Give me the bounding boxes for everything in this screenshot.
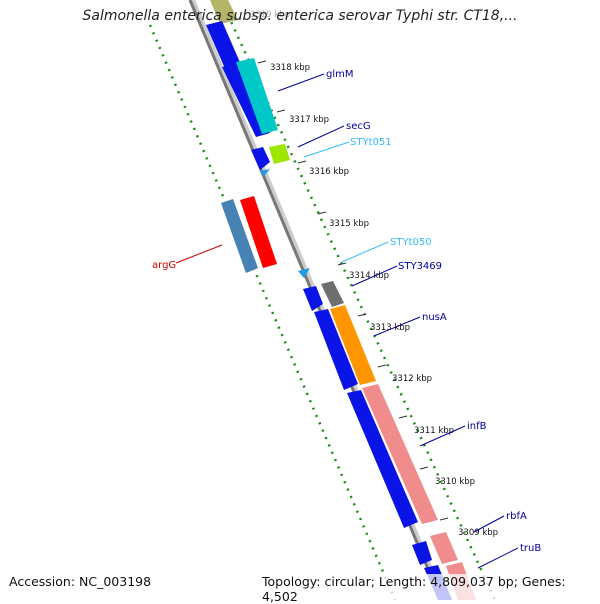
gene-feature-steel[interactable] <box>221 199 258 273</box>
gene-feature-infB[interactable] <box>362 384 438 524</box>
gene-label-nusA[interactable]: nusA <box>422 312 447 323</box>
leader-truB <box>477 547 519 569</box>
gene-label-infB[interactable]: infB <box>467 421 487 432</box>
gene-label-truB[interactable]: truB <box>520 543 541 554</box>
gene-feature-glmM[interactable] <box>236 58 278 134</box>
gene-label-STYt050[interactable]: STYt050 <box>390 237 432 248</box>
map-title: Salmonella enterica subsp. enterica sero… <box>82 8 518 24</box>
leader-argG <box>175 244 223 264</box>
gene-label-argG[interactable]: argG <box>152 260 176 271</box>
kbp-label-3309: 3309 kbp <box>458 528 498 538</box>
gene-feature-blue-1[interactable] <box>206 21 242 71</box>
gc-skew-track <box>148 24 397 600</box>
leader-infB <box>419 425 466 447</box>
gene-feature-top-olive[interactable] <box>210 0 238 24</box>
kbp-label-3318: 3318 kbp <box>270 63 310 73</box>
gene-feature-blue-4[interactable] <box>303 286 323 311</box>
scale-ticks <box>257 60 449 521</box>
trna-STYt051[interactable] <box>260 169 270 176</box>
gene-label-secG[interactable]: secG <box>346 121 371 132</box>
gene-feature-rbfA[interactable] <box>430 532 458 564</box>
leader-STYt050 <box>341 241 389 263</box>
gene-feature-nusA[interactable] <box>330 305 376 385</box>
kbp-label-3313: 3313 kbp <box>370 323 410 333</box>
gene-feature-secG[interactable] <box>269 144 290 164</box>
kbp-label-3317: 3317 kbp <box>289 115 329 125</box>
gc-content-track <box>226 14 497 600</box>
topology-text: Topology: circular; Length: 4,809,037 bp… <box>262 574 600 604</box>
kbp-label-3312: 3312 kbp <box>392 374 432 384</box>
kbp-label-3311: 3311 kbp <box>414 426 454 436</box>
leader-nusA <box>373 316 421 337</box>
gene-label-STY3469[interactable]: STY3469 <box>398 261 442 272</box>
gene-label-glmM[interactable]: glmM <box>326 69 354 80</box>
kbp-label-3315: 3315 kbp <box>329 219 369 229</box>
gene-feature-blue-6[interactable] <box>347 390 418 528</box>
kbp-label-3314: 3314 kbp <box>349 271 389 281</box>
kbp-label-3310: 3310 kbp <box>435 477 475 487</box>
gene-feature-blue-7[interactable] <box>412 541 432 565</box>
trna-STYt050[interactable] <box>298 268 310 278</box>
leader-STYt051 <box>303 141 350 158</box>
gene-label-STYt051[interactable]: STYt051 <box>350 137 392 148</box>
kbp-label-3316: 3316 kbp <box>309 167 349 177</box>
gene-feature-blue-5[interactable] <box>314 309 358 390</box>
gene-feature-blue-3[interactable] <box>251 147 270 170</box>
leader-STY3469 <box>351 265 398 287</box>
gene-label-rbfA[interactable]: rbfA <box>506 511 527 522</box>
leader-glmM <box>277 73 325 92</box>
kbp-label-3319: 3319 kbp <box>250 10 290 20</box>
accession-text: Accession: NC_003198 <box>9 574 152 589</box>
gene-feature-argG[interactable] <box>240 196 277 268</box>
leader-secG <box>297 125 345 148</box>
leader-rbfA <box>473 515 505 533</box>
gene-feature-STY3469[interactable] <box>321 281 344 307</box>
